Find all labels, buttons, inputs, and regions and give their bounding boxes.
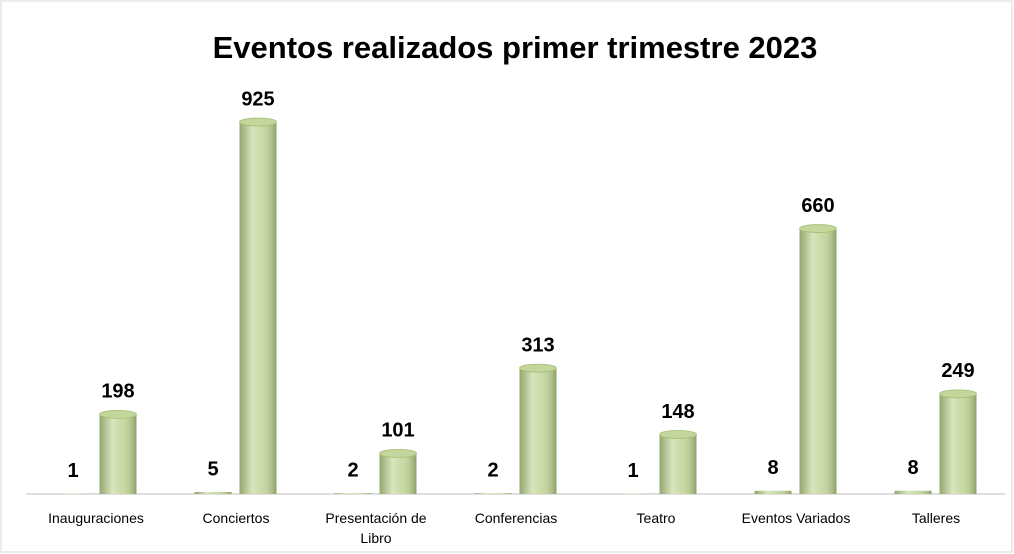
data-label: 2 xyxy=(347,459,358,481)
bar xyxy=(474,493,512,494)
bar-part xyxy=(659,430,697,439)
x-tick-label: Inauguraciones xyxy=(48,510,144,526)
bar xyxy=(659,430,697,494)
bar-part xyxy=(799,228,837,494)
data-label: 8 xyxy=(767,457,778,479)
bar-part xyxy=(239,122,277,494)
bar-part xyxy=(379,448,417,458)
data-label: 8 xyxy=(907,457,918,479)
bar xyxy=(754,490,792,494)
bar xyxy=(99,409,137,494)
data-label: 1 xyxy=(627,460,638,482)
data-label: 5 xyxy=(207,458,218,480)
data-label: 313 xyxy=(521,334,554,356)
bar-part xyxy=(379,453,417,494)
data-label: 1 xyxy=(67,460,78,482)
bar xyxy=(194,491,232,494)
bar-part xyxy=(519,363,557,373)
data-label: 925 xyxy=(241,88,274,110)
bar-part xyxy=(519,368,557,494)
chart-title: Eventos realizados primer trimestre 2023 xyxy=(213,30,818,65)
bar xyxy=(334,493,372,494)
bar xyxy=(239,117,277,494)
data-label: 198 xyxy=(101,381,134,403)
bar-part xyxy=(659,434,697,494)
bar-part xyxy=(334,493,372,494)
bar xyxy=(799,224,837,494)
x-tick-label: Presentación de Libro xyxy=(325,510,427,546)
bar-part xyxy=(99,414,137,494)
x-tick-label: Conferencias xyxy=(474,510,558,526)
bar xyxy=(379,448,417,494)
data-label: 101 xyxy=(381,420,414,442)
data-label: 148 xyxy=(661,401,694,423)
bar-part xyxy=(754,490,792,494)
x-tick-label: Eventos Variados xyxy=(741,510,851,526)
bar-part xyxy=(194,491,232,494)
bar-part xyxy=(894,490,932,494)
x-tick-label: Teatro xyxy=(636,510,676,526)
bar xyxy=(939,389,977,494)
x-tick-label: Conciertos xyxy=(202,510,270,526)
data-label: 2 xyxy=(487,459,498,481)
bar xyxy=(894,490,932,494)
data-label: 249 xyxy=(941,360,974,382)
bar-part xyxy=(99,409,137,419)
bar xyxy=(519,363,557,494)
bar-part xyxy=(939,389,977,399)
bar-part xyxy=(239,117,277,127)
bar-part xyxy=(799,224,837,233)
data-label: 660 xyxy=(801,195,834,217)
bar-part xyxy=(474,493,512,494)
bar-part xyxy=(939,393,977,494)
x-tick-label: Talleres xyxy=(911,510,961,526)
